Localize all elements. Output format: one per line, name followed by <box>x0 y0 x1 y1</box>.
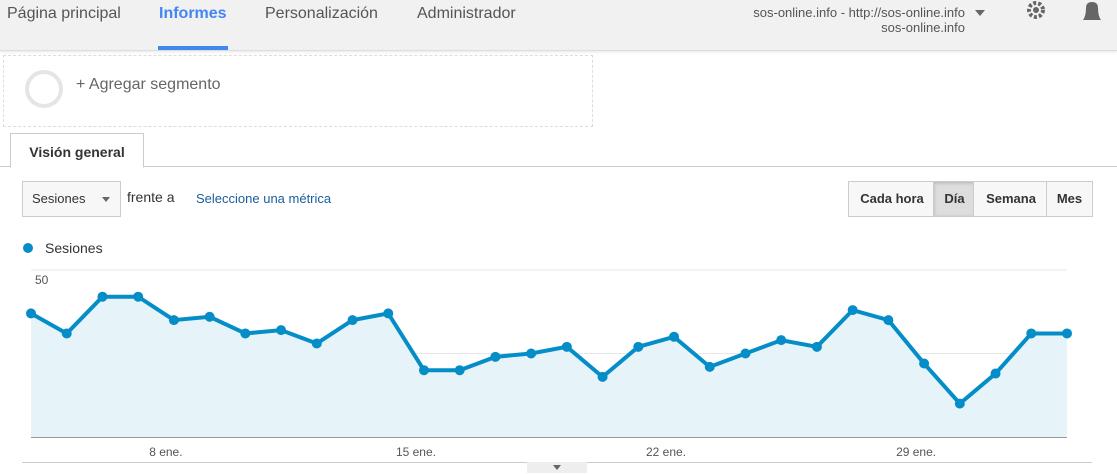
period-button[interactable]: Día <box>933 181 976 217</box>
notifications-icon[interactable] <box>1080 0 1104 24</box>
tab[interactable]: Visión general <box>10 133 144 168</box>
point <box>633 341 644 352</box>
point <box>883 315 894 326</box>
point <box>133 291 144 302</box>
active-indicator <box>158 46 228 50</box>
nav-item[interactable]: Personalización <box>265 5 378 22</box>
point <box>1026 328 1037 339</box>
period-button[interactable]: Cada hora <box>848 181 936 217</box>
point <box>990 368 1001 379</box>
account-caret[interactable] <box>975 10 985 21</box>
point <box>97 291 108 302</box>
account-line: sos-online.info - http://sos-online.info <box>753 5 965 20</box>
point <box>847 305 858 316</box>
legend-marker <box>23 243 33 253</box>
point <box>704 361 715 372</box>
point <box>454 365 465 376</box>
point <box>276 325 287 336</box>
tab-line <box>0 166 1117 167</box>
metric-dropdown[interactable]: Sesiones <box>22 181 121 217</box>
account[interactable]: sos-online.info - http://sos-online.info… <box>753 5 965 35</box>
nav-item[interactable]: Administrador <box>417 5 516 22</box>
point <box>240 328 251 339</box>
x-tick-label: 8 ene. <box>149 445 182 459</box>
x-tick-label: 22 ene. <box>646 445 686 459</box>
point <box>418 365 429 376</box>
point <box>490 351 501 362</box>
point <box>383 308 394 319</box>
point <box>919 358 930 369</box>
x-tick-label: 15 ene. <box>396 445 436 459</box>
point <box>26 308 36 319</box>
add-segment[interactable]: + Agregar segmento <box>76 76 221 93</box>
point <box>347 315 358 326</box>
segment-ring <box>25 70 63 108</box>
line <box>30 294 1067 407</box>
segment-box <box>3 55 593 127</box>
x-tick-label: 29 ene. <box>896 445 936 459</box>
legend-label: Sesiones <box>45 240 103 256</box>
point <box>811 341 822 352</box>
point <box>669 331 680 342</box>
expand-tab[interactable] <box>527 462 587 473</box>
point <box>1062 328 1072 339</box>
nav-item[interactable]: Informes <box>159 5 227 22</box>
period-button[interactable]: Mes <box>1046 181 1093 217</box>
point <box>776 335 787 346</box>
point <box>561 341 572 352</box>
metric: Sesiones <box>32 191 86 206</box>
point <box>311 338 322 349</box>
top-nav <box>0 0 1117 51</box>
point <box>954 398 965 409</box>
select-metric[interactable]: Seleccione una métrica <box>196 191 332 206</box>
chart: Sesiones25508 ene.15 ene.22 ene.29 ene. <box>23 240 1072 459</box>
point <box>597 371 608 382</box>
area <box>31 296 1067 437</box>
y-tick-label: 50 <box>35 273 49 287</box>
period-button[interactable]: Semana <box>973 181 1049 217</box>
point <box>61 328 72 339</box>
point <box>526 348 537 359</box>
settings-icon[interactable] <box>1025 0 1047 22</box>
nav-item[interactable]: Página principal <box>7 5 121 22</box>
versus: frente a <box>127 189 175 205</box>
point <box>168 315 179 326</box>
account-line: sos-online.info <box>881 20 965 35</box>
point <box>204 311 215 322</box>
point <box>740 348 751 359</box>
